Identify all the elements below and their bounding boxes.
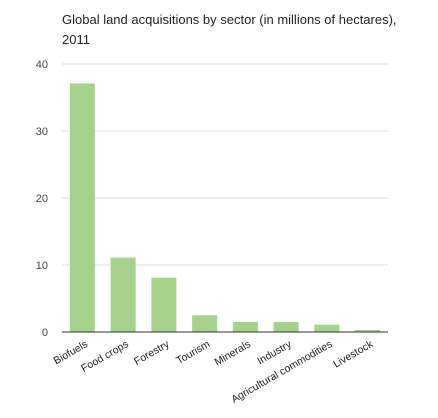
bar-forestry <box>151 277 177 332</box>
bar-tourism <box>192 315 218 332</box>
bar-agricultural-commodities <box>314 324 340 332</box>
x-tick-label: Minerals <box>213 338 253 368</box>
bar-food-crops <box>110 257 136 332</box>
bar-livestock <box>355 329 381 332</box>
gridlines <box>62 63 388 266</box>
y-tick-label: 0 <box>42 327 48 339</box>
x-tick-label: Livestock <box>331 338 376 371</box>
bar-industry <box>273 321 299 332</box>
chart-title: Global land acquisitions by sector (in m… <box>62 12 397 47</box>
y-tick-label: 10 <box>36 260 48 272</box>
bar-minerals <box>232 321 258 332</box>
bars <box>69 83 381 333</box>
y-tick-labels: 0 10 20 30 40 <box>36 59 48 339</box>
x-tick-label: Tourism <box>174 338 212 367</box>
y-tick-label: 40 <box>36 59 48 71</box>
x-tick-label: Forestry <box>132 338 172 368</box>
bar-biofuels <box>69 83 95 333</box>
y-tick-label: 20 <box>36 193 48 205</box>
y-tick-label: 30 <box>36 126 48 138</box>
